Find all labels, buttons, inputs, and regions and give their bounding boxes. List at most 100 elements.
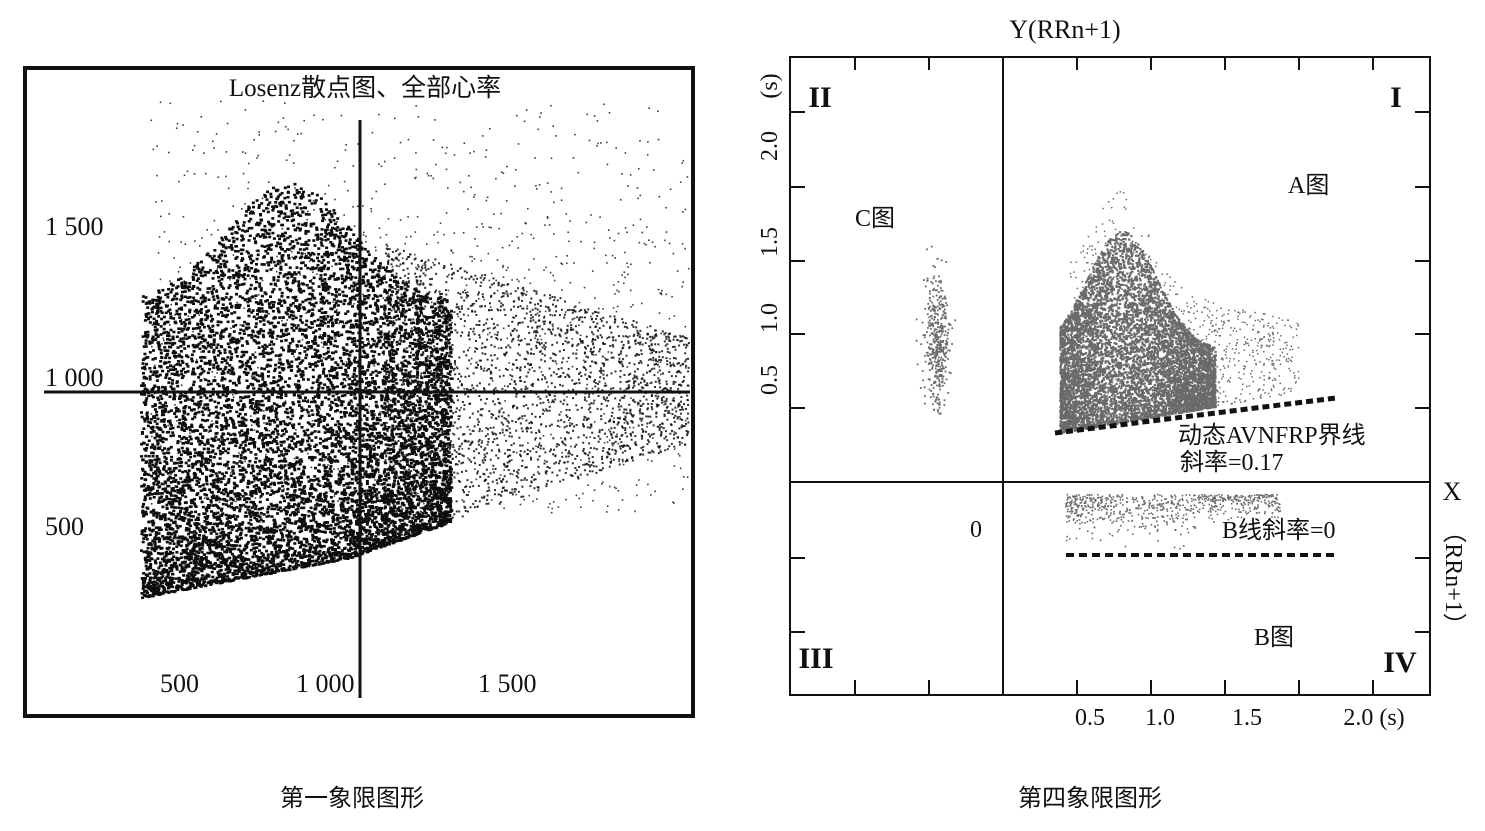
scatter-point <box>352 511 356 514</box>
scatter-point <box>237 548 241 551</box>
scatter-point <box>336 432 340 436</box>
scatter-point <box>311 456 315 459</box>
scatter-point <box>339 440 343 444</box>
scatter-point <box>432 485 436 488</box>
scatter-point <box>268 406 272 409</box>
scatter-point <box>296 191 300 195</box>
scatter-point <box>391 376 395 380</box>
scatter-point <box>150 341 154 344</box>
scatter-point <box>227 239 231 242</box>
scatter-point <box>351 414 355 418</box>
scatter-point <box>294 535 298 539</box>
scatter-point <box>300 243 304 246</box>
scatter-point <box>211 504 215 507</box>
scatter-point <box>333 530 336 533</box>
scatter-point <box>271 469 274 473</box>
scatter-point <box>260 432 264 435</box>
scatter-point <box>251 402 255 405</box>
scatter-point <box>352 542 355 545</box>
scatter-point <box>419 410 423 413</box>
scatter-point <box>448 465 452 469</box>
scatter-point <box>407 334 411 337</box>
scatter-point <box>347 225 351 229</box>
scatter-point <box>304 528 308 531</box>
scatter-point <box>251 407 255 411</box>
scatter-point <box>430 485 434 489</box>
scatter-point <box>317 418 321 421</box>
scatter-point <box>266 479 270 482</box>
scatter-point <box>206 514 210 518</box>
scatter-point <box>372 380 376 383</box>
scatter-point <box>175 355 179 358</box>
scatter-point <box>173 356 177 359</box>
scatter-point <box>365 418 369 421</box>
scatter-point <box>407 397 411 400</box>
scatter-point <box>408 345 412 348</box>
scatter-point <box>184 405 188 408</box>
scatter-point <box>226 313 229 317</box>
scatter-point <box>310 267 314 271</box>
scatter-point <box>148 497 152 500</box>
scatter-point <box>234 220 238 223</box>
scatter-point <box>430 472 434 476</box>
scatter-point <box>207 408 211 412</box>
scatter-point <box>167 288 171 291</box>
scatter-point <box>226 387 230 391</box>
scatter-point <box>189 388 193 392</box>
scatter-point <box>180 281 184 285</box>
scatter-point <box>193 299 197 302</box>
scatter-point <box>208 504 212 507</box>
scatter-point <box>293 280 297 283</box>
scatter-point <box>440 329 444 333</box>
scatter-point <box>275 503 279 507</box>
scatter-point <box>324 491 328 495</box>
scatter-point <box>283 568 287 572</box>
scatter-point <box>348 414 352 417</box>
scatter-point <box>370 350 374 353</box>
scatter-point <box>250 480 254 484</box>
scatter-point <box>264 235 268 239</box>
scatter-point <box>225 237 228 241</box>
scatter-point <box>354 479 358 482</box>
scatter-point <box>332 298 336 301</box>
scatter-point <box>352 256 356 259</box>
scatter-point <box>187 459 191 462</box>
scatter-point <box>153 445 157 449</box>
scatter-point <box>341 469 345 473</box>
scatter-point <box>189 561 193 565</box>
scatter-point <box>260 228 264 232</box>
scatter-point <box>409 475 413 478</box>
scatter-point <box>380 506 383 510</box>
scatter-point <box>158 593 161 596</box>
scatter-point <box>365 403 368 406</box>
scatter-point <box>269 474 273 477</box>
scatter-point <box>349 228 353 231</box>
scatter-point <box>196 393 200 396</box>
scatter-point <box>193 539 197 542</box>
scatter-point <box>293 271 297 274</box>
scatter-point <box>355 345 358 348</box>
scatter-point <box>409 508 413 511</box>
scatter-point <box>390 539 394 543</box>
scatter-point <box>269 502 273 506</box>
scatter-point <box>355 520 359 523</box>
scatter-point <box>199 556 203 559</box>
scatter-point <box>340 452 344 455</box>
scatter-point <box>403 517 407 520</box>
scatter-point <box>402 427 406 431</box>
scatter-point <box>207 271 211 274</box>
scatter-point <box>422 344 426 347</box>
scatter-point <box>278 288 282 291</box>
scatter-point <box>433 454 437 457</box>
scatter-point <box>144 510 148 514</box>
scatter-point <box>197 563 201 566</box>
scatter-point <box>351 409 355 413</box>
scatter-point <box>421 409 425 412</box>
scatter-point <box>399 334 403 338</box>
scatter-point <box>226 356 230 359</box>
scatter-point <box>174 351 177 354</box>
scatter-point <box>263 458 267 462</box>
scatter-point <box>225 540 229 543</box>
scatter-point <box>343 447 347 451</box>
scatter-point <box>245 546 249 549</box>
